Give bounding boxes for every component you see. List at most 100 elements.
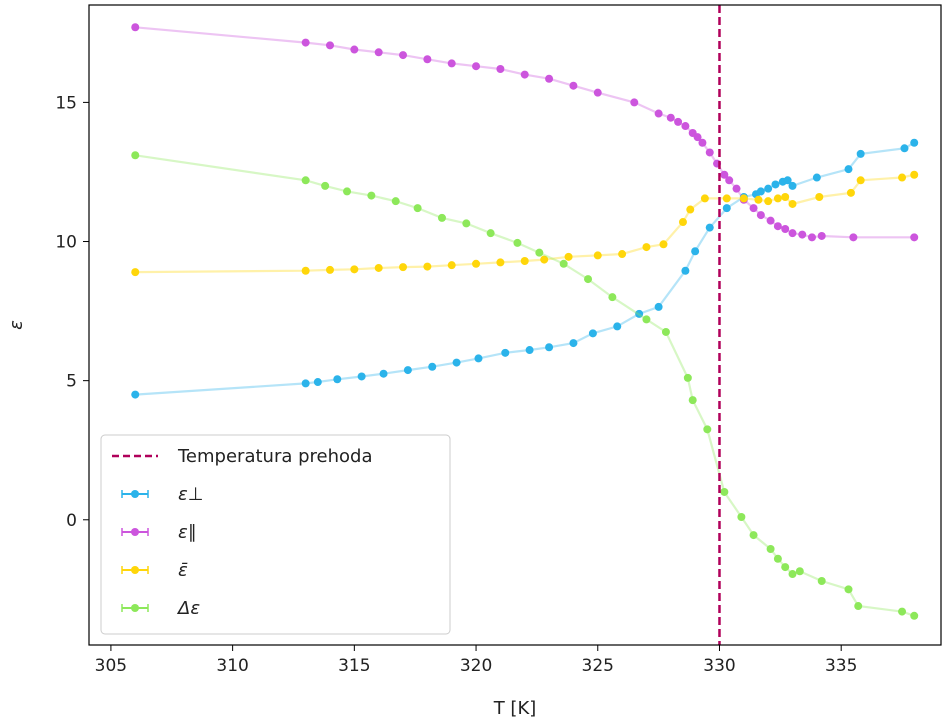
data-point bbox=[659, 240, 668, 249]
series-layer bbox=[131, 23, 919, 620]
data-point bbox=[817, 577, 826, 585]
data-point bbox=[764, 184, 773, 193]
data-point bbox=[501, 348, 510, 357]
data-point bbox=[846, 188, 855, 197]
data-point bbox=[693, 133, 702, 142]
data-point bbox=[635, 309, 644, 318]
data-point bbox=[681, 266, 690, 275]
data-point bbox=[854, 602, 863, 611]
data-point bbox=[520, 257, 529, 265]
data-point bbox=[764, 197, 773, 206]
data-point bbox=[131, 390, 140, 399]
data-point bbox=[781, 563, 790, 572]
data-point bbox=[379, 369, 388, 378]
x-tick-label: 325 bbox=[582, 656, 614, 676]
data-point bbox=[691, 247, 700, 256]
data-point bbox=[374, 263, 383, 272]
data-point bbox=[898, 607, 907, 616]
data-point bbox=[700, 194, 709, 203]
x-tick-label: 335 bbox=[825, 656, 857, 676]
data-point bbox=[654, 302, 663, 311]
data-point bbox=[788, 199, 797, 208]
data-point bbox=[569, 81, 578, 90]
legend-swatch-marker-1 bbox=[131, 528, 139, 536]
x-tick-label: 315 bbox=[338, 656, 370, 676]
data-point bbox=[313, 378, 322, 387]
data-point bbox=[732, 184, 741, 193]
data-point bbox=[301, 379, 310, 388]
y-tick-label: 5 bbox=[66, 372, 77, 392]
legend-label-series-3: Δε bbox=[176, 598, 200, 619]
data-point bbox=[545, 343, 554, 352]
data-point bbox=[756, 211, 765, 220]
data-point bbox=[496, 258, 505, 267]
data-point bbox=[720, 487, 729, 496]
data-point bbox=[910, 170, 919, 179]
data-point bbox=[462, 219, 471, 228]
data-point bbox=[474, 354, 483, 363]
data-point bbox=[788, 229, 797, 238]
data-point bbox=[674, 117, 683, 126]
data-point bbox=[773, 222, 782, 231]
data-point bbox=[749, 531, 758, 540]
axes-layer bbox=[88, 4, 942, 646]
data-point bbox=[593, 88, 602, 97]
data-point bbox=[618, 250, 627, 259]
data-point bbox=[703, 425, 712, 434]
data-point bbox=[423, 262, 432, 271]
data-point bbox=[593, 251, 602, 260]
legend-label-series-1: ε∥ bbox=[178, 522, 197, 543]
data-point bbox=[131, 151, 140, 160]
data-point bbox=[788, 570, 797, 579]
data-point bbox=[642, 315, 651, 324]
y-tick-label: 0 bbox=[66, 511, 77, 531]
data-point bbox=[569, 339, 578, 348]
data-point bbox=[350, 45, 359, 54]
data-point bbox=[910, 611, 919, 620]
data-point bbox=[545, 74, 554, 83]
data-point bbox=[900, 144, 909, 153]
y-tick-label: 15 bbox=[55, 93, 77, 113]
data-point bbox=[630, 98, 639, 107]
legend-label-series-2: ε̄ bbox=[178, 560, 188, 581]
data-point bbox=[705, 148, 714, 157]
data-point bbox=[333, 375, 342, 384]
data-point bbox=[737, 513, 746, 521]
data-point bbox=[722, 194, 731, 203]
data-point bbox=[131, 23, 140, 32]
data-point bbox=[812, 173, 821, 182]
data-point bbox=[520, 70, 529, 79]
data-point bbox=[666, 113, 675, 122]
data-point bbox=[423, 55, 432, 64]
data-point bbox=[773, 194, 782, 203]
data-point bbox=[798, 230, 807, 239]
data-point bbox=[705, 223, 714, 232]
legend: Temperatura prehoda ε⊥ ε∥ ε̄ Δε bbox=[100, 434, 451, 635]
data-point bbox=[817, 231, 826, 240]
data-point bbox=[447, 59, 456, 68]
legend-swatch-marker-3 bbox=[131, 604, 139, 612]
data-point bbox=[686, 205, 695, 214]
data-point bbox=[391, 197, 400, 206]
data-point bbox=[325, 265, 334, 274]
data-point bbox=[856, 149, 865, 158]
x-tick-label: 330 bbox=[703, 656, 735, 676]
data-point bbox=[131, 268, 140, 277]
data-point bbox=[437, 213, 446, 222]
legend-swatch-marker-0 bbox=[131, 490, 139, 498]
data-point bbox=[350, 265, 359, 274]
series-line-0 bbox=[135, 141, 915, 396]
legend-box bbox=[100, 434, 451, 635]
legend-label-series-0: ε⊥ bbox=[178, 484, 203, 505]
data-point bbox=[447, 261, 456, 270]
series-3 bbox=[131, 151, 919, 620]
y-axis-label: ε bbox=[6, 320, 27, 330]
data-point bbox=[321, 181, 330, 190]
data-point bbox=[301, 38, 310, 47]
data-point bbox=[815, 193, 824, 201]
data-point bbox=[403, 366, 412, 375]
data-point bbox=[428, 362, 437, 371]
x-ticks: 305 310 315 320 325 330 335 bbox=[95, 645, 857, 676]
data-point bbox=[496, 65, 505, 73]
data-point bbox=[771, 180, 780, 189]
